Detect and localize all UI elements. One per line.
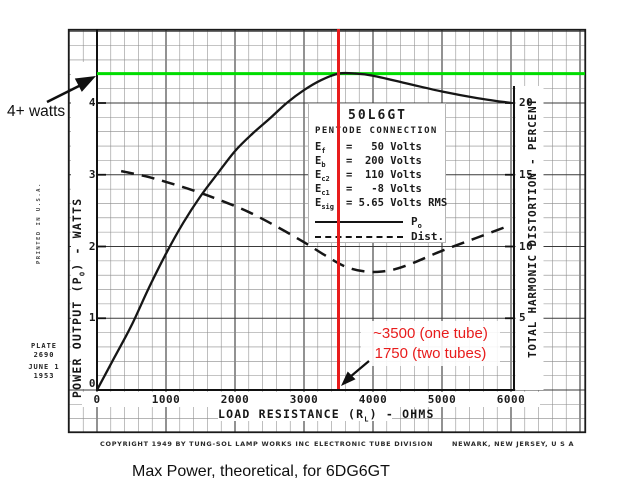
legend-dashed-line-swatch — [315, 236, 403, 238]
spec-sym-ec1: Ec1 — [315, 183, 330, 198]
spec-row-eb: Eb = 200 Volts — [315, 154, 440, 170]
x-axis-label-text2: ) - OHMS — [369, 407, 435, 421]
x-tick-label: 0 — [93, 393, 101, 406]
y-left-tick-label: 3 — [88, 167, 96, 181]
x-tick-label: 3000 — [289, 393, 319, 406]
y-right-tick-label: 10 — [519, 239, 534, 253]
printed-in-usa-text: PRINTED IN U.S.A. — [36, 182, 42, 264]
distortion-curve — [120, 169, 512, 274]
legend-label-po: Po — [411, 215, 422, 231]
spec-sym-eb: Eb — [315, 155, 326, 170]
y-right-tick-label: 15 — [519, 167, 534, 181]
spec-row-ef: Ef = 50 Volts — [315, 140, 440, 156]
footer-copyright: COPYRIGHT 1949 BY TUNG-SOL LAMP WORKS IN… — [100, 440, 311, 448]
load-note-line2: 1750 (two tubes) — [374, 345, 487, 362]
y-axis-right-label: TOTAL HARMONIC DISTORTION - PERCENT — [526, 98, 539, 358]
watts-note: 4+ watts — [7, 103, 66, 120]
y-axis-left-label-text2: ) - WATTS — [70, 197, 84, 271]
y-left-tick-label: 4 — [88, 96, 96, 109]
footer-division: ELECTRONIC TUBE DIVISION — [314, 440, 434, 448]
x-tick-label: 2000 — [220, 393, 250, 406]
y-left-tick-label: 1 — [88, 311, 96, 325]
x-tick-label: 4000 — [358, 393, 388, 406]
spec-sym-ef: Ef — [315, 141, 326, 156]
plate-word: PLATE — [30, 342, 58, 350]
y-axis-right-label-text: TOTAL HARMONIC DISTORTION - PERCENT — [526, 98, 539, 358]
y-axis-left-label-sub: O — [78, 270, 87, 277]
spec-val-ec1: = -8 Volts — [346, 183, 422, 195]
paper-border — [67, 28, 587, 434]
red-load-line — [337, 29, 340, 389]
y-axis-left-label: POWER OUTPUT (PO) - WATTS — [70, 197, 89, 398]
x-axis-label: LOAD RESISTANCE (RL) - OHMS — [218, 407, 433, 426]
y-left-tick-label: 0 — [88, 377, 96, 390]
legend-solid-line-swatch — [315, 221, 403, 223]
power-output-curve — [95, 71, 512, 391]
plate-date-line1: JUNE 1 — [28, 363, 60, 371]
legend-entry-dist: Dist. — [315, 230, 444, 244]
legend-label-dist: Dist. — [411, 230, 445, 243]
tube-type-title: 50L6GT — [348, 108, 407, 123]
figure-caption: Max Power, theoretical, for 6DG6GT — [132, 463, 390, 480]
spec-val-eb: = 200 Volts — [346, 155, 422, 167]
label-masks — [71, 62, 544, 421]
spec-val-ec2: = 110 Volts — [346, 169, 422, 181]
x-tick-label: 1000 — [151, 393, 181, 406]
spec-row-esig: Esig = 5.65 Volts RMS — [315, 196, 447, 212]
x-tick-label: 6000 — [496, 393, 526, 406]
y-right-tick-label: 5 — [519, 311, 527, 325]
y-left-tick-label: 2 — [88, 239, 96, 253]
connection-subtitle: PENTODE CONNECTION — [315, 126, 438, 136]
x-axis-label-text: LOAD RESISTANCE (R — [218, 407, 365, 421]
load-note-background — [361, 321, 500, 366]
plate-date: JUNE 1 1953 — [22, 363, 66, 380]
spec-row-ec2: Ec2 = 110 Volts — [315, 168, 440, 184]
spec-legend-box: 50L6GT PENTODE CONNECTION Ef = 50 Volts … — [308, 103, 447, 244]
x-tick-label: 5000 — [427, 393, 457, 406]
spec-sym-esig: Esig — [315, 197, 334, 212]
plate-digits: 2690 — [33, 350, 55, 359]
load-note: ~3500 (one tube) 1750 (two tubes) — [361, 324, 500, 364]
spec-val-ef: = 50 Volts — [346, 141, 422, 153]
y-right-tick-label: 20 — [519, 96, 534, 109]
spec-val-esig: = 5.65 Volts RMS — [346, 197, 448, 209]
spec-sym-ec2: Ec2 — [315, 169, 330, 184]
footer-location: NEWARK, NEW JERSEY, U S A — [452, 440, 575, 448]
spec-row-ec1: Ec1 = -8 Volts — [315, 182, 440, 198]
load-note-line1: ~3500 (one tube) — [373, 325, 488, 342]
x-axis-label-sub: L — [364, 415, 370, 424]
plate-number: PLATE 2690 — [24, 342, 64, 359]
plate-date-line2: 1953 — [33, 371, 55, 380]
legend-entry-po: Po — [315, 215, 440, 231]
